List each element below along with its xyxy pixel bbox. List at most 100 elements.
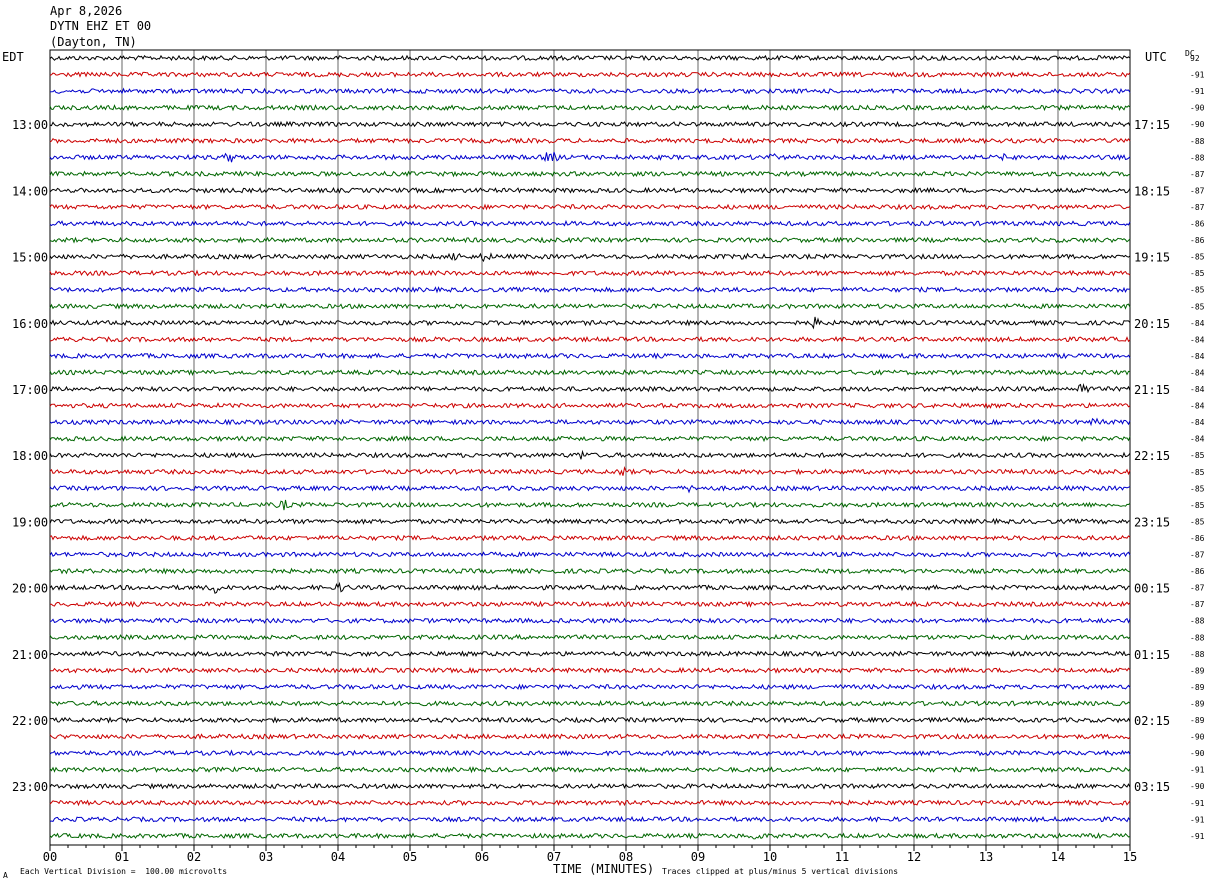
seismic-trace xyxy=(49,716,1131,724)
x-tick-label: 14 xyxy=(1051,850,1065,864)
right-hour-label: 03:15 xyxy=(1134,780,1170,794)
seismic-trace xyxy=(49,581,1130,594)
dc-offset-label: -89 xyxy=(1190,716,1205,725)
seismic-trace xyxy=(49,799,1131,807)
dc-offset-label: -87 xyxy=(1190,584,1205,593)
x-axis-label: TIME (MINUTES) xyxy=(553,862,655,876)
seismic-trace xyxy=(49,87,1131,95)
right-timezone-label: UTC xyxy=(1145,50,1167,64)
seismic-trace xyxy=(49,484,1131,494)
right-hour-label: 00:15 xyxy=(1134,582,1170,596)
dc-offset-label: -90 xyxy=(1190,120,1205,129)
left-hour-label: 23:00 xyxy=(12,780,48,794)
seismic-trace xyxy=(49,335,1131,343)
seismic-trace xyxy=(49,567,1131,575)
x-tick-label: 08 xyxy=(619,850,633,864)
seismic-trace xyxy=(49,466,1131,476)
x-tick-label: 06 xyxy=(475,850,489,864)
seismic-trace xyxy=(49,449,1131,460)
dc-offset-label: -87 xyxy=(1190,203,1205,212)
dc-offset-label: -84 xyxy=(1190,352,1205,361)
dc-offset-label: -90 xyxy=(1190,749,1205,758)
seismic-trace xyxy=(49,435,1131,443)
dc-offset-label: -84 xyxy=(1190,418,1205,427)
station-label: DYTN EHZ ET 00 xyxy=(50,19,152,33)
dc-offset-label: -85 xyxy=(1190,484,1205,493)
right-hour-label: 22:15 xyxy=(1134,449,1170,463)
dc-offset-label: -84 xyxy=(1190,385,1205,394)
dc-offset-label: -84 xyxy=(1190,402,1205,411)
dc-offset-label: -86 xyxy=(1190,236,1205,245)
right-hour-label: 02:15 xyxy=(1134,714,1170,728)
dc-offset-label: -90 xyxy=(1190,733,1205,742)
right-hour-label: 20:15 xyxy=(1134,317,1170,331)
right-hour-label: 21:15 xyxy=(1134,383,1170,397)
seismic-trace xyxy=(49,633,1131,641)
left-hour-label: 17:00 xyxy=(12,383,48,397)
seismic-trace xyxy=(49,236,1131,244)
left-hour-label: 13:00 xyxy=(12,118,48,132)
dc-offset-label: -85 xyxy=(1190,517,1205,526)
right-hour-label: 18:15 xyxy=(1134,184,1170,198)
seismic-trace xyxy=(49,534,1131,542)
left-hour-label: 14:00 xyxy=(12,184,48,198)
dc-offset-label: -86 xyxy=(1190,567,1205,576)
dc-offset-label: -90 xyxy=(1190,782,1205,791)
right-hour-label: 17:15 xyxy=(1134,118,1170,132)
dc-offset-label: -85 xyxy=(1190,253,1205,262)
seismic-trace xyxy=(49,383,1131,394)
seismic-trace xyxy=(49,352,1131,360)
x-tick-label: 07 xyxy=(547,850,561,864)
seismic-trace xyxy=(49,402,1131,409)
seismic-trace xyxy=(49,782,1131,790)
left-hour-label: 16:00 xyxy=(12,317,48,331)
dc-offset-label: -88 xyxy=(1190,633,1205,642)
left-hour-label: 21:00 xyxy=(12,648,48,662)
seismic-trace xyxy=(49,815,1131,823)
dc-offset-label: -88 xyxy=(1190,617,1205,626)
x-tick-label: 15 xyxy=(1123,850,1137,864)
seismic-trace xyxy=(49,832,1131,840)
clip-note: Traces clipped at plus/minus 5 vertical … xyxy=(662,867,899,876)
dc-offset-label: 92 xyxy=(1190,54,1200,63)
seismic-trace xyxy=(49,219,1131,227)
right-hour-label: 23:15 xyxy=(1134,515,1170,529)
x-tick-label: 03 xyxy=(259,850,273,864)
seismic-trace xyxy=(49,732,1131,740)
dc-offset-label: -91 xyxy=(1190,815,1205,824)
dc-offset-label: -89 xyxy=(1190,683,1205,692)
dc-offset-label: -88 xyxy=(1190,153,1205,162)
left-hour-label: 18:00 xyxy=(12,449,48,463)
date-label: Apr 8,2026 xyxy=(50,4,123,18)
location-label: (Dayton, TN) xyxy=(50,35,137,49)
dc-offset-label: -88 xyxy=(1190,650,1205,659)
seismic-trace xyxy=(49,71,1131,78)
dc-offset-label: -87 xyxy=(1190,186,1205,195)
seismic-trace xyxy=(49,683,1131,691)
x-tick-label: 10 xyxy=(763,850,777,864)
dc-offset-label: -89 xyxy=(1190,699,1205,708)
dc-offset-label: -89 xyxy=(1190,666,1205,675)
dc-offset-label: -85 xyxy=(1190,269,1205,278)
x-tick-label: 05 xyxy=(403,850,417,864)
left-hour-label: 15:00 xyxy=(12,251,48,265)
dc-offset-label: -84 xyxy=(1190,335,1205,344)
x-tick-label: 13 xyxy=(979,850,993,864)
seismic-trace xyxy=(49,316,1131,330)
x-tick-label: 01 xyxy=(115,850,129,864)
dc-offset-label: -84 xyxy=(1190,368,1205,377)
right-hour-label: 19:15 xyxy=(1134,251,1170,265)
dc-offset-label: -87 xyxy=(1190,170,1205,179)
dc-label: DC xyxy=(1185,49,1195,58)
seismic-trace xyxy=(49,499,1131,511)
left-hour-label: 22:00 xyxy=(12,714,48,728)
dc-offset-label: -84 xyxy=(1190,435,1205,444)
dc-offset-label: -91 xyxy=(1190,71,1205,80)
seismic-trace xyxy=(49,699,1131,707)
dc-offset-label: -84 xyxy=(1190,319,1205,328)
footer-mark: A xyxy=(3,871,8,880)
seismic-trace xyxy=(49,369,1131,377)
seismic-trace xyxy=(49,137,1131,145)
dc-offset-label: -85 xyxy=(1190,286,1205,295)
